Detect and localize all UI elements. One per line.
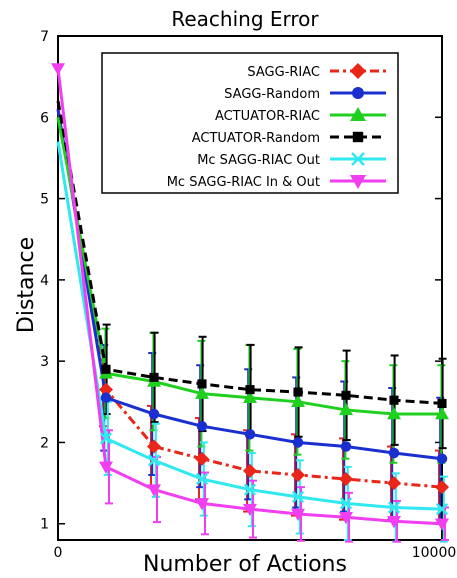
data-point-1-6 bbox=[340, 441, 352, 452]
data-point-3-2 bbox=[149, 372, 159, 382]
y-tick-label-3: 4 bbox=[40, 273, 49, 289]
data-point-4-4-stroke-b bbox=[243, 483, 257, 496]
data-point-1-7 bbox=[388, 447, 400, 459]
data-point-2-7 bbox=[387, 407, 401, 420]
data-point-1-2 bbox=[148, 408, 160, 420]
data-point-1-1 bbox=[100, 392, 112, 403]
data-point-4-6 bbox=[339, 497, 353, 510]
data-point-0-2 bbox=[147, 439, 161, 454]
data-point-4-8-stroke-b bbox=[435, 502, 449, 516]
legend-label-1: SAGG-Random bbox=[224, 87, 320, 102]
legend-label-5: Mc SAGG-RIAC In & Out bbox=[167, 175, 320, 190]
data-point-2-4 bbox=[243, 390, 257, 403]
data-point-1-8 bbox=[436, 453, 448, 464]
data-point-4-4 bbox=[243, 483, 257, 496]
data-point-4-3 bbox=[195, 472, 209, 486]
data-point-5-0 bbox=[51, 63, 65, 76]
data-point-4-7-stroke-b bbox=[387, 501, 401, 514]
plot-frame bbox=[57, 35, 443, 541]
x-tick-label-1: 10000 bbox=[412, 545, 457, 561]
series-line-0 bbox=[56, 108, 443, 489]
data-point-0-7 bbox=[387, 476, 401, 491]
y-tick-label-4: 5 bbox=[40, 192, 49, 208]
data-point-5-3 bbox=[195, 498, 209, 511]
y-tick-label-6: 7 bbox=[40, 29, 49, 45]
legend-swatch-marker-0 bbox=[350, 63, 366, 79]
legend-swatch-marker-4-stroke-b bbox=[351, 152, 365, 166]
data-point-4-1-stroke-b bbox=[99, 432, 113, 445]
data-point-4-6-stroke-b bbox=[339, 497, 353, 510]
legend-label-2: ACTUATOR-RIAC bbox=[215, 109, 320, 124]
y-axis-label: Distance bbox=[14, 237, 39, 333]
data-point-5-8 bbox=[435, 518, 449, 531]
data-point-4-3-stroke-b bbox=[195, 472, 209, 486]
x-tick-label-0: 0 bbox=[54, 545, 63, 561]
data-point-1-5 bbox=[292, 437, 304, 448]
data-point-4-5 bbox=[291, 490, 305, 504]
data-point-5-2 bbox=[147, 484, 161, 497]
data-point-4-1 bbox=[99, 432, 113, 445]
legend-swatch-marker-1 bbox=[352, 87, 364, 99]
data-point-3-8 bbox=[437, 398, 447, 408]
legend-swatch-marker-2 bbox=[350, 107, 366, 121]
data-point-0-1 bbox=[99, 382, 113, 397]
legend-label-3: ACTUATOR-Random bbox=[192, 131, 320, 146]
data-point-4-5-stroke-b bbox=[291, 490, 305, 504]
data-point-1-4 bbox=[244, 429, 256, 440]
data-point-4-7 bbox=[387, 501, 401, 514]
data-point-0-5 bbox=[291, 467, 305, 482]
legend-swatch-marker-3 bbox=[352, 131, 364, 143]
legend: SAGG-RIAC SAGG-Random ACTUATOR-RIAC ACTUATO… bbox=[101, 52, 399, 194]
data-point-4-2-stroke-b bbox=[147, 454, 161, 467]
data-point-3-3 bbox=[197, 379, 207, 389]
data-point-5-4 bbox=[243, 503, 257, 517]
y-tick-label-0: 1 bbox=[40, 517, 49, 533]
data-point-5-7 bbox=[387, 516, 401, 529]
data-point-3-4 bbox=[245, 385, 255, 395]
data-point-2-8 bbox=[435, 407, 449, 420]
data-point-2-3 bbox=[195, 386, 209, 399]
data-point-3-6 bbox=[341, 390, 351, 400]
data-point-0-3 bbox=[195, 451, 209, 466]
y-tick-label-1: 2 bbox=[40, 435, 49, 451]
data-point-5-5 bbox=[291, 508, 305, 521]
data-point-2-6 bbox=[339, 402, 353, 416]
data-point-0-4 bbox=[243, 463, 257, 478]
legend-swatch-marker-5 bbox=[350, 175, 366, 189]
x-axis-label: Number of Actions bbox=[143, 552, 347, 577]
data-point-0-8 bbox=[435, 480, 449, 495]
data-point-4-8 bbox=[435, 502, 449, 516]
chart-title: Reaching Error bbox=[171, 7, 319, 31]
legend-label-0: SAGG-RIAC bbox=[247, 65, 320, 80]
legend-swatch-marker-4 bbox=[351, 152, 365, 166]
data-point-1-3 bbox=[196, 420, 208, 432]
plot-area: 1 2 3 4 5 6 7 0 10000 bbox=[40, 29, 456, 561]
data-point-4-2 bbox=[147, 454, 161, 467]
data-point-3-5 bbox=[293, 387, 303, 397]
data-point-3-7 bbox=[389, 395, 399, 405]
y-tick-label-5: 6 bbox=[40, 110, 49, 126]
data-point-5-6 bbox=[339, 511, 353, 525]
data-point-0-6 bbox=[339, 472, 353, 487]
legend-box bbox=[101, 52, 399, 194]
data-point-5-1 bbox=[99, 461, 113, 474]
data-point-2-5 bbox=[291, 394, 305, 408]
y-tick-label-2: 3 bbox=[40, 354, 49, 370]
series-line-3 bbox=[56, 100, 443, 405]
legend-label-4: Mc SAGG-RIAC Out bbox=[197, 153, 320, 168]
data-point-3-1 bbox=[101, 364, 111, 374]
